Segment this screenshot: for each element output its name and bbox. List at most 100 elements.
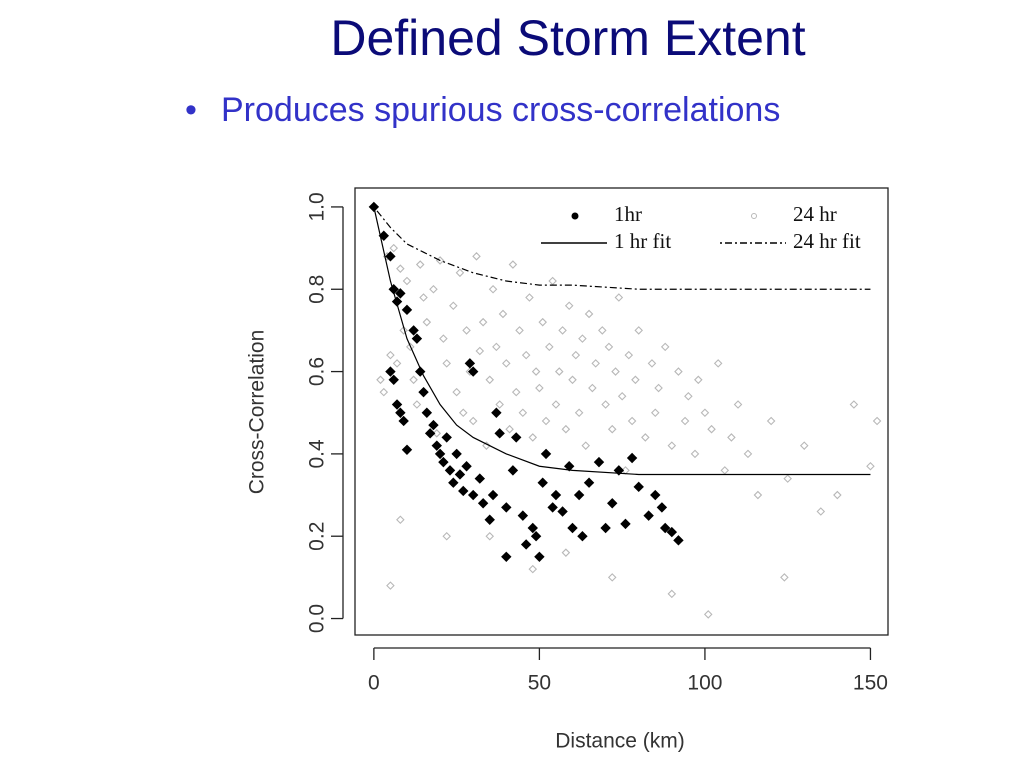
data-point	[624, 350, 634, 360]
legend-label: 24 hr fit	[793, 229, 861, 253]
data-point	[511, 432, 522, 443]
data-point	[415, 260, 425, 269]
data-point	[694, 375, 703, 385]
data-point	[439, 334, 448, 343]
data-point	[399, 326, 408, 335]
data-point	[866, 461, 875, 471]
x-tick-label: 100	[687, 672, 722, 695]
data-point	[641, 433, 650, 442]
data-point	[422, 317, 432, 327]
data-point	[872, 416, 882, 426]
data-point	[520, 539, 532, 550]
data-point	[464, 358, 476, 369]
data-point	[412, 400, 422, 409]
data-point	[548, 276, 557, 286]
data-point	[389, 243, 399, 253]
data-point	[631, 375, 640, 385]
x-tick-label: 0	[368, 672, 380, 695]
data-point	[538, 317, 547, 327]
data-point	[667, 441, 677, 450]
data-point	[593, 456, 605, 468]
data-point	[401, 444, 413, 455]
data-point	[753, 490, 763, 500]
data-point	[379, 387, 389, 397]
y-tick-label: 0.4	[306, 439, 329, 469]
data-point	[498, 309, 508, 319]
data-point	[454, 469, 466, 480]
data-point	[531, 367, 541, 376]
data-point	[517, 510, 529, 521]
data-point	[534, 551, 545, 563]
data-point	[376, 375, 385, 385]
data-point	[581, 441, 591, 450]
data-point	[577, 531, 588, 542]
data-point	[530, 531, 542, 542]
data-point	[627, 416, 637, 426]
x-axis-label: Distance (km)	[555, 730, 685, 753]
data-point	[488, 284, 498, 294]
data-point	[563, 461, 575, 472]
data-point	[659, 522, 671, 534]
data-point	[673, 535, 684, 546]
slide-title: Defined Storm Extent	[330, 10, 805, 66]
data-point	[614, 293, 624, 302]
data-point	[660, 342, 670, 352]
data-point	[442, 359, 451, 368]
data-point	[643, 510, 654, 521]
data-point	[501, 551, 512, 563]
data-point	[545, 342, 554, 352]
data-point	[434, 448, 446, 460]
data-point	[707, 424, 716, 434]
data-point	[507, 465, 519, 476]
data-point	[647, 359, 657, 368]
fit-line	[373, 206, 871, 290]
data-point	[584, 309, 594, 319]
data-point	[551, 400, 561, 409]
legend-marker	[571, 212, 579, 220]
data-point	[561, 424, 571, 434]
data-point	[451, 448, 462, 460]
data-point	[467, 489, 479, 501]
data-point	[700, 408, 710, 418]
data-point	[733, 400, 743, 409]
data-point	[396, 264, 405, 273]
data-point	[401, 304, 413, 316]
data-point	[431, 440, 442, 451]
data-point	[442, 531, 451, 541]
data-point	[780, 573, 789, 582]
data-point	[564, 301, 574, 310]
data-point	[406, 342, 415, 352]
data-point	[429, 284, 438, 294]
data-point	[601, 400, 610, 409]
data-point	[607, 498, 618, 509]
y-tick-label: 0.0	[306, 604, 329, 633]
data-point	[656, 502, 668, 513]
x-tick-label: 150	[853, 672, 888, 695]
data-point	[385, 251, 396, 262]
data-point	[558, 326, 567, 335]
data-point	[508, 260, 518, 269]
data-point	[396, 515, 405, 525]
data-point	[502, 359, 511, 368]
data-point	[617, 391, 627, 401]
data-point	[611, 367, 620, 376]
data-point	[395, 407, 406, 418]
data-point	[378, 230, 390, 241]
data-point	[495, 400, 504, 409]
data-point	[482, 441, 491, 450]
data-point	[550, 489, 562, 501]
data-point	[402, 276, 412, 286]
data-point	[525, 293, 534, 302]
data-point	[680, 416, 690, 426]
data-point	[557, 506, 568, 517]
data-point	[478, 317, 488, 327]
data-point	[650, 408, 660, 418]
data-point	[419, 293, 428, 302]
data-point	[571, 350, 581, 360]
data-point	[703, 610, 713, 619]
data-point	[485, 531, 495, 541]
data-point	[591, 359, 600, 368]
data-point	[588, 383, 597, 393]
y-tick-label: 1.0	[306, 192, 329, 221]
y-tick-label: 0.6	[306, 357, 329, 386]
